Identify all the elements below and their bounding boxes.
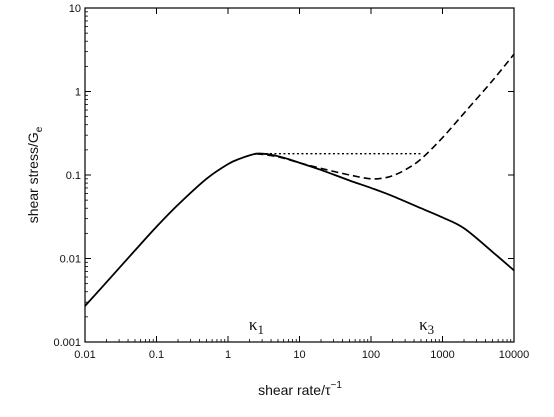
kappa-symbol: κ	[249, 315, 258, 334]
annotations: κ1 κ3	[249, 315, 434, 337]
y-axis-label: shear stress/Ge	[25, 126, 45, 223]
x-axis-label: shear rate/τ−1	[258, 380, 342, 398]
x-tick-label: 0.01	[74, 349, 95, 361]
x-tick-label: 1	[225, 349, 231, 361]
x-tick-label: 1000	[430, 349, 454, 361]
series-solid-line	[84, 152, 515, 307]
y-tick-label: 0.1	[66, 170, 81, 182]
y-tick-label: 0.01	[60, 254, 81, 266]
y-axis-label-subscript: e	[34, 126, 45, 132]
kappa-subscript: 1	[257, 322, 264, 337]
y-tick-label: 1	[75, 87, 81, 99]
x-tick-label: 10	[293, 349, 305, 361]
kappa-symbol: κ	[419, 315, 428, 334]
y-tick-labels: 0.001 0.01 0.1 1 10	[53, 3, 81, 349]
kappa-annotation-3: κ3	[419, 315, 434, 337]
x-tick-label: 10000	[499, 349, 530, 361]
series-layer	[84, 53, 515, 307]
kappa-subscript: 3	[428, 322, 435, 337]
y-axis-label-text: shear stress/G	[25, 132, 41, 223]
x-tick-label: 100	[362, 349, 380, 361]
y-tick-label: 0.001	[53, 337, 81, 349]
kappa-annotation-1: κ1	[249, 315, 264, 337]
x-axis-label-text: shear rate/τ	[258, 382, 331, 398]
series-dashed-line	[256, 53, 515, 180]
axis-ticks	[84, 7, 515, 343]
x-tick-label: 0.1	[149, 349, 164, 361]
x-tick-labels: 0.01 0.1 1 10 100 1000 10000	[74, 349, 529, 361]
y-tick-label: 10	[69, 3, 81, 15]
x-axis-label-superscript: −1	[331, 380, 343, 391]
